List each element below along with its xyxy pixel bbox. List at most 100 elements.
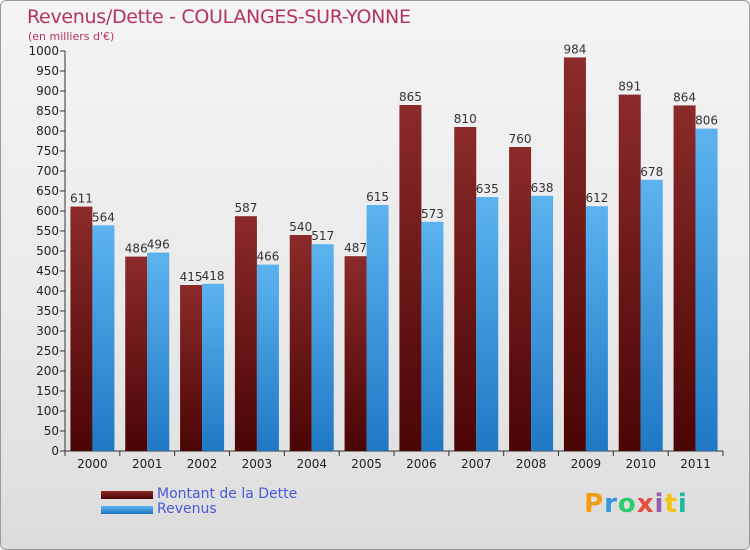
x-tick-label: 2005 <box>351 457 382 471</box>
y-tick-label: 850 <box>36 104 59 118</box>
y-tick-label: 950 <box>36 64 59 78</box>
legend-label-dette: Montant de la Dette <box>157 486 298 502</box>
data-label-dette: 760 <box>509 132 532 146</box>
bar-dette <box>344 256 367 451</box>
legend-label-revenus: Revenus <box>157 501 217 517</box>
data-label-revenus: 573 <box>421 207 444 221</box>
y-tick-label: 300 <box>36 324 59 338</box>
data-label-revenus: 612 <box>585 191 608 205</box>
data-label-dette: 415 <box>180 270 203 284</box>
logo-letter: x <box>636 489 655 519</box>
data-label-dette: 891 <box>618 80 641 94</box>
bar-dette <box>454 127 477 451</box>
x-tick-label: 2009 <box>571 457 602 471</box>
bars <box>70 57 718 452</box>
data-label-revenus: 418 <box>202 269 225 283</box>
data-label-revenus: 466 <box>256 250 279 264</box>
bar-revenus <box>531 195 554 451</box>
y-tick-label: 700 <box>36 164 59 178</box>
bar-revenus <box>366 205 389 451</box>
x-tick-label: 2004 <box>296 457 327 471</box>
data-label-dette: 486 <box>125 242 148 256</box>
bar-revenus <box>311 244 334 451</box>
data-label-dette: 864 <box>673 90 696 104</box>
y-axis: 0 50 100 150 200 250 300 350 400 450 500 550 600 650 7… <box>28 44 66 458</box>
y-tick-label: 900 <box>36 84 59 98</box>
proxiti-logo: Proxiti <box>584 489 688 519</box>
bar-dette <box>180 285 203 451</box>
logo-letter: i <box>677 489 688 519</box>
y-tick-label: 350 <box>36 304 59 318</box>
bar-dette <box>509 147 532 451</box>
bar-dette <box>673 105 696 452</box>
data-label-revenus: 517 <box>311 229 334 243</box>
data-label-revenus: 615 <box>366 190 389 204</box>
chart-subtitle: (en milliers d'€) <box>28 30 115 43</box>
bar-dette <box>563 57 586 452</box>
bar-revenus <box>256 264 279 451</box>
x-tick-label: 2002 <box>187 457 218 471</box>
data-label-dette: 984 <box>563 42 586 56</box>
data-label-dette: 587 <box>234 201 257 215</box>
data-label-revenus: 678 <box>640 165 663 179</box>
bar-dette <box>234 216 257 451</box>
y-tick-label: 400 <box>36 284 59 298</box>
legend-swatch-dette <box>101 491 153 499</box>
x-tick-label: 2007 <box>461 457 492 471</box>
logo-letter: P <box>584 489 605 519</box>
data-label-dette: 540 <box>289 220 312 234</box>
y-tick-label: 650 <box>36 184 59 198</box>
data-label-revenus: 564 <box>92 210 115 224</box>
x-axis: 2000 2001 2002 2003 2004 2005 2006 2007 2008 2009… <box>64 450 724 471</box>
bar-revenus <box>585 206 608 451</box>
y-tick-label: 0 <box>51 444 59 458</box>
x-tick-label: 2001 <box>132 457 163 471</box>
logo-letter: i <box>654 489 665 519</box>
y-tick-label: 750 <box>36 144 59 158</box>
data-label-dette: 487 <box>344 241 367 255</box>
bar-revenus <box>202 283 225 451</box>
data-label-dette: 865 <box>399 90 422 104</box>
legend-swatch-revenus <box>101 506 153 514</box>
bar-dette <box>618 94 641 451</box>
chart-title: Revenus/Dette - COULANGES-SUR-YONNE <box>27 6 411 28</box>
data-label-revenus: 638 <box>531 181 554 195</box>
x-tick-label: 2006 <box>406 457 437 471</box>
bar-revenus <box>147 252 170 451</box>
data-label-dette: 611 <box>70 192 93 206</box>
y-tick-label: 600 <box>36 204 59 218</box>
y-tick-label: 100 <box>36 404 59 418</box>
bar-dette <box>289 235 312 451</box>
bar-dette <box>125 256 148 451</box>
y-tick-label: 450 <box>36 264 59 278</box>
y-tick-label: 1000 <box>28 44 59 58</box>
bar-revenus <box>640 179 663 452</box>
logo-letter: t <box>664 489 678 519</box>
y-tick-label: 250 <box>36 344 59 358</box>
x-tick-label: 2008 <box>516 457 547 471</box>
x-tick-label: 2000 <box>77 457 108 471</box>
data-label-dette: 810 <box>454 112 477 126</box>
logo-letter: r <box>604 489 618 519</box>
y-tick-label: 550 <box>36 224 59 238</box>
bar-revenus <box>92 225 115 451</box>
x-tick-label: 2003 <box>242 457 273 471</box>
data-label-revenus: 496 <box>147 238 170 252</box>
bar-revenus <box>476 197 499 451</box>
bar-dette <box>70 206 93 451</box>
data-label-revenus: 806 <box>695 114 718 128</box>
y-tick-label: 500 <box>36 244 59 258</box>
x-tick-label: 2010 <box>625 457 656 471</box>
data-label-revenus: 635 <box>476 182 499 196</box>
x-tick-label: 2011 <box>680 457 711 471</box>
bar-dette <box>399 105 422 451</box>
y-tick-label: 150 <box>36 384 59 398</box>
bar-revenus <box>421 221 444 451</box>
y-tick-label: 50 <box>44 424 59 438</box>
y-tick-label: 800 <box>36 124 59 138</box>
y-tick-label: 200 <box>36 364 59 378</box>
bar-revenus <box>695 128 718 451</box>
